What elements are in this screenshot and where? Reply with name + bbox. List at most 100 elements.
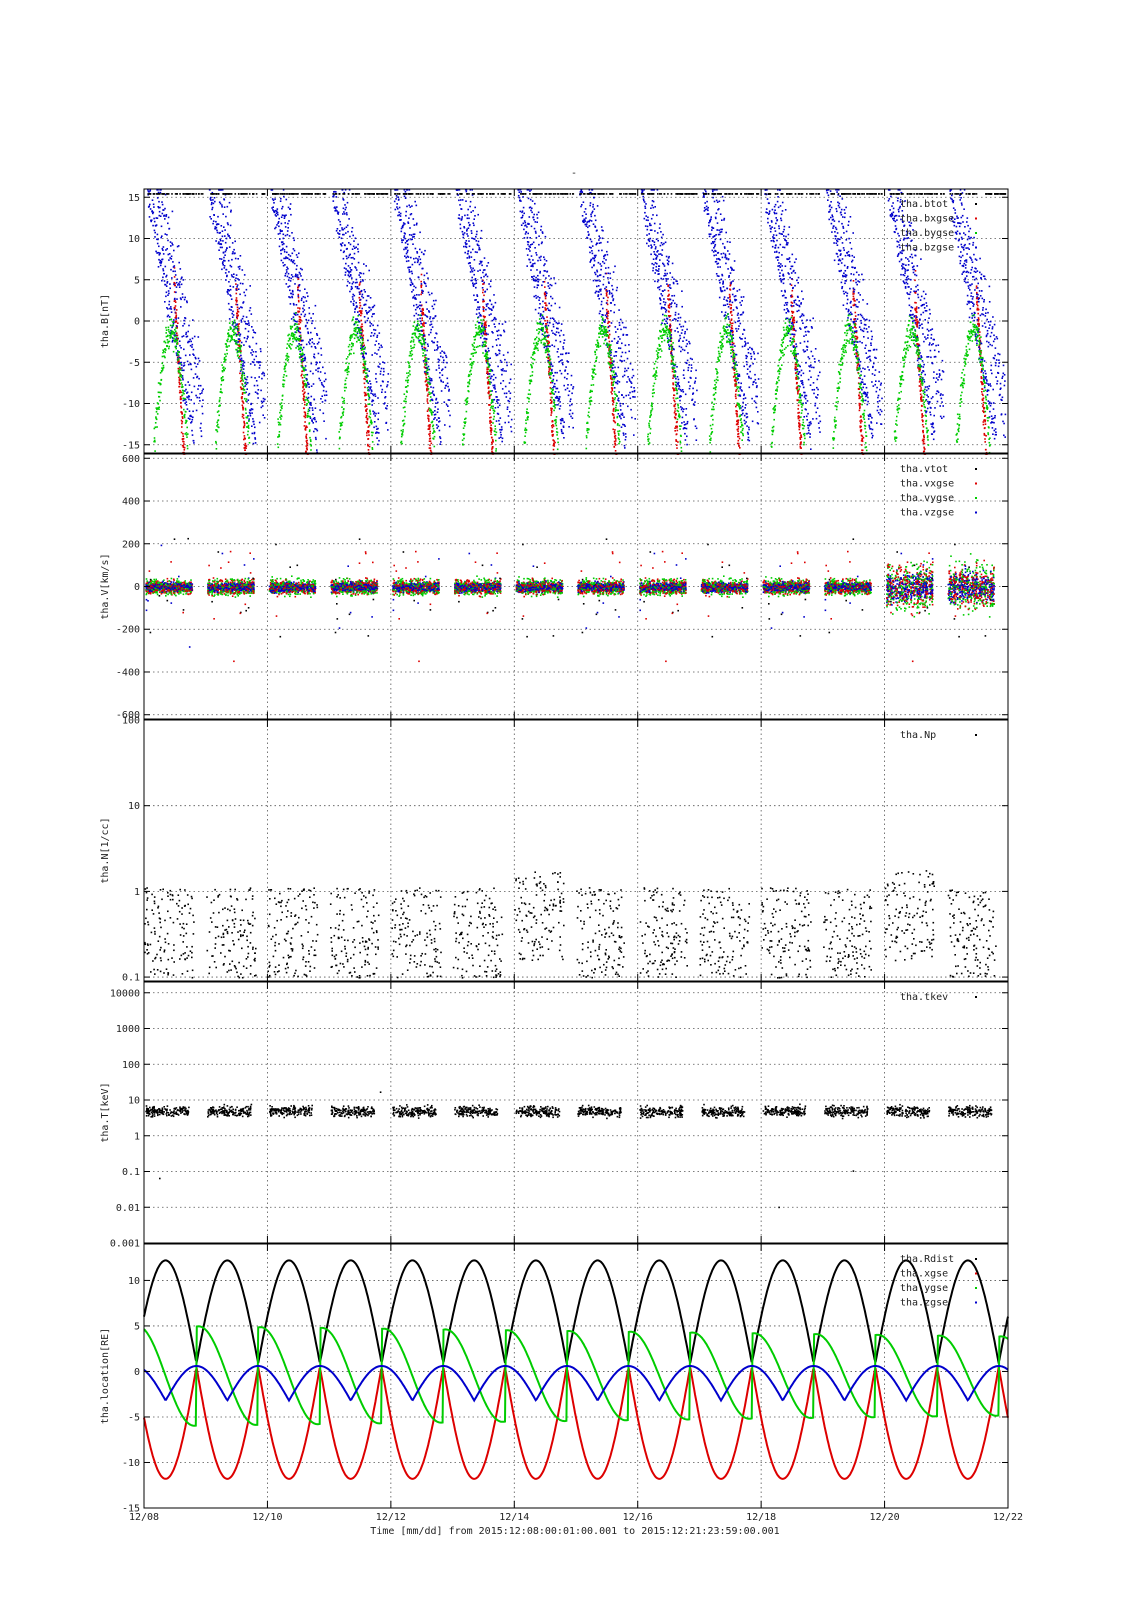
tha.bzgse	[549, 287, 551, 289]
tha.bzgse	[295, 275, 297, 277]
tha.bzgse	[164, 301, 166, 303]
tha.bygse	[370, 413, 372, 415]
tha.bzgse	[557, 388, 559, 390]
tha.bzgse	[154, 236, 156, 238]
tha.bzgse	[500, 437, 502, 439]
tha.bzgse	[396, 206, 398, 208]
tha.bxgse	[430, 447, 432, 449]
tha.btot	[492, 193, 494, 195]
tha.bygse	[348, 371, 350, 373]
tha.bzgse	[420, 259, 422, 261]
tha.bygse	[363, 351, 365, 353]
tha.bzgse	[572, 413, 574, 415]
tha.bzgse	[196, 366, 198, 368]
tha.bygse	[536, 329, 538, 331]
tha.bzgse	[459, 218, 461, 220]
tha.bygse	[529, 383, 531, 385]
tha.bzgse	[510, 379, 512, 381]
tha.bzgse	[192, 417, 194, 419]
tha.bzgse	[284, 249, 286, 251]
tha.bzgse	[355, 318, 357, 320]
tha.bzgse	[239, 338, 241, 340]
tha.bygse	[357, 321, 359, 323]
tha.bygse	[473, 353, 475, 355]
tha.bzgse	[202, 413, 204, 415]
tha.bxgse	[489, 404, 491, 406]
tha.bzgse	[449, 399, 451, 401]
tha.bxgse	[550, 368, 552, 370]
tha.bxgse	[366, 405, 368, 407]
tha.bzgse	[346, 258, 348, 260]
tha.bzgse	[180, 268, 182, 270]
tha.bzgse	[186, 302, 188, 304]
tha.bzgse	[488, 350, 490, 352]
tha.bxgse	[242, 407, 244, 409]
tha.bzgse	[559, 396, 561, 398]
tha.bygse	[534, 352, 536, 354]
tha.bzgse	[580, 206, 582, 208]
tha.bzgse	[492, 320, 494, 322]
tha.bzgse	[535, 309, 537, 311]
tha.bzgse	[374, 421, 376, 423]
tha.bygse	[356, 334, 358, 336]
tha.bzgse	[189, 339, 191, 341]
tha.bzgse	[425, 285, 427, 287]
tha.bygse	[417, 323, 419, 325]
tha.bygse	[282, 399, 284, 401]
tha.bzgse	[431, 378, 433, 380]
tha.bygse	[155, 426, 157, 428]
tha.bzgse	[432, 400, 434, 402]
tha.bzgse	[172, 271, 174, 273]
tha.bygse	[158, 403, 160, 405]
tha.btot	[380, 193, 382, 195]
tha.bygse	[369, 411, 371, 413]
tha.bxgse	[362, 326, 364, 328]
tha.bzgse	[320, 398, 322, 400]
tha.bzgse	[290, 280, 292, 282]
tha.bzgse	[187, 392, 189, 394]
tha.bygse	[280, 418, 282, 420]
tha.bygse	[161, 379, 163, 381]
tha.bygse	[551, 397, 553, 399]
tha.bzgse	[597, 271, 599, 273]
tha.bzgse	[432, 392, 434, 394]
tha.bzgse	[538, 285, 540, 287]
tha.bygse	[419, 330, 421, 332]
tha.bxgse	[430, 450, 432, 452]
tha.bzgse	[441, 390, 443, 392]
tha.bzgse	[192, 411, 194, 413]
tha.bzgse	[435, 402, 437, 404]
tha.bzgse	[532, 263, 534, 265]
tha.bzgse	[292, 276, 294, 278]
tha.bzgse	[229, 309, 231, 311]
tha.bzgse	[479, 322, 481, 324]
tha.btot	[468, 193, 470, 195]
tha.bzgse	[181, 277, 183, 279]
tha.bygse	[339, 437, 341, 439]
tha.bygse	[310, 441, 312, 443]
tha.bzgse	[480, 237, 482, 239]
tha.bygse	[247, 422, 249, 424]
tha.bzgse	[480, 337, 482, 339]
tha.btot	[502, 193, 504, 195]
tha.bzgse	[548, 335, 550, 337]
tha.bzgse	[183, 320, 185, 322]
tha.bzgse	[308, 307, 310, 309]
tha.bygse	[525, 442, 527, 444]
tha.bxgse	[482, 289, 484, 291]
tha.bzgse	[311, 346, 313, 348]
tha.bygse	[541, 342, 543, 344]
tha.bzgse	[293, 316, 295, 318]
tha.bxgse	[237, 315, 239, 317]
tha.bygse	[464, 425, 466, 427]
tha.bzgse	[244, 362, 246, 364]
tha.bzgse	[301, 300, 303, 302]
tha.bzgse	[598, 250, 600, 252]
tha.bygse	[411, 350, 413, 352]
tha.bzgse	[589, 261, 591, 263]
tha.bzgse	[357, 311, 359, 313]
tha.bzgse	[534, 263, 536, 265]
tha.bygse	[342, 422, 344, 424]
tha.bzgse	[161, 235, 163, 237]
tha.bygse	[356, 341, 358, 343]
